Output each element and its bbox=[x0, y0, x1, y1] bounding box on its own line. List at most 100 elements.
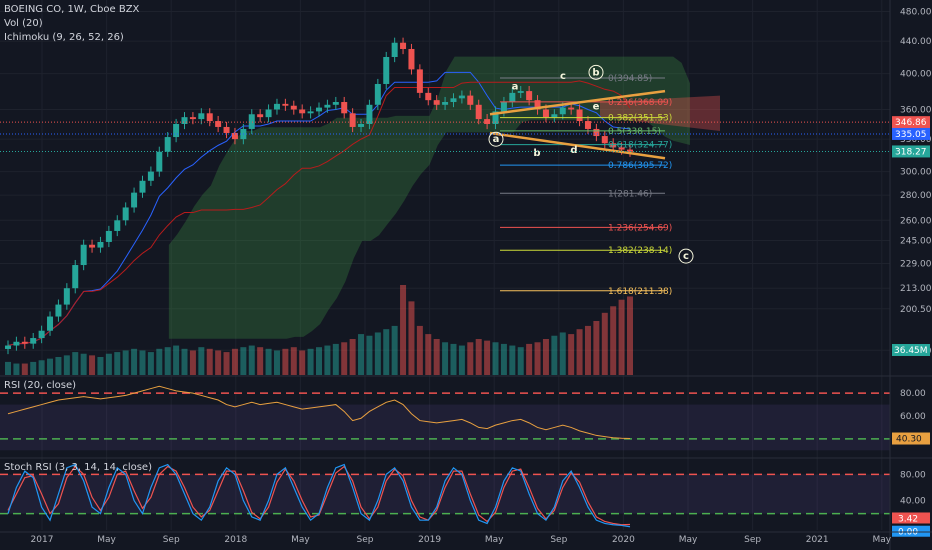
candle-body bbox=[189, 117, 196, 120]
volume-bar bbox=[206, 348, 213, 375]
x-tick-label: May bbox=[291, 535, 310, 545]
price-marker-label: 335.05 bbox=[895, 130, 927, 140]
legend-main: BOEING CO, 1W, Cboe BZX bbox=[4, 4, 139, 15]
wave-circle bbox=[488, 131, 504, 147]
candle-body bbox=[500, 102, 507, 112]
candle-body bbox=[72, 265, 79, 289]
volume-bar bbox=[290, 347, 297, 375]
rsi-current-box bbox=[892, 432, 930, 445]
stoch-tick-label: 80.00 bbox=[900, 470, 926, 480]
volume-bar bbox=[601, 312, 608, 375]
stoch-k-line bbox=[7, 463, 631, 528]
candle-body bbox=[542, 109, 549, 118]
candle-body bbox=[181, 117, 188, 124]
price-tick-label: 300.00 bbox=[900, 168, 932, 178]
fib-levels: 0(394.85) 0.236(368.09) 0.382(351.53) 0.5(3… bbox=[500, 74, 672, 297]
stoch-d-box bbox=[892, 512, 930, 524]
candle-body bbox=[509, 92, 516, 103]
x-tick-label: May bbox=[485, 535, 504, 545]
wave-circle bbox=[678, 248, 694, 264]
x-tick-label: May bbox=[97, 535, 116, 545]
volume-bar bbox=[55, 357, 62, 375]
candle-body bbox=[248, 114, 255, 129]
candle-body bbox=[349, 113, 356, 127]
price-tick-label: 245.00 bbox=[900, 237, 932, 247]
legend-ichimoku-label: Ichimoku (9, 26, 52, 26) bbox=[4, 32, 124, 43]
price-tick-label: 400.00 bbox=[900, 70, 932, 80]
candle-body bbox=[576, 109, 583, 122]
volume-bar bbox=[559, 332, 566, 375]
candle-body bbox=[458, 95, 465, 99]
volume-marker-box bbox=[892, 344, 930, 356]
candle-body bbox=[122, 207, 129, 221]
volume-bar bbox=[38, 360, 45, 375]
candle-body bbox=[442, 102, 449, 105]
wave-label: a bbox=[493, 134, 500, 145]
candle-body bbox=[307, 111, 314, 114]
candle-body bbox=[534, 100, 541, 110]
x-tick-label: 2021 bbox=[806, 535, 829, 545]
volume-bar bbox=[307, 348, 314, 375]
volume-bar bbox=[198, 347, 205, 375]
base-line bbox=[7, 80, 631, 347]
volume-bar bbox=[223, 352, 230, 375]
candle-body bbox=[265, 109, 272, 118]
candles bbox=[5, 37, 633, 355]
volume-bar bbox=[509, 345, 516, 375]
rsi-band bbox=[0, 404, 890, 451]
volume-bar bbox=[215, 350, 222, 375]
volume-bar bbox=[105, 353, 112, 375]
volume-bar bbox=[526, 343, 533, 375]
volume-bar bbox=[475, 339, 482, 375]
volume-bar bbox=[416, 325, 423, 375]
volume-bar bbox=[156, 348, 163, 375]
volume-bar bbox=[425, 334, 432, 375]
candle-body bbox=[425, 92, 432, 101]
volume-bar bbox=[273, 350, 280, 375]
volume-bar bbox=[568, 334, 575, 375]
wave-label: a bbox=[512, 81, 519, 92]
volume-bar bbox=[534, 342, 541, 375]
x-tick-label: May bbox=[679, 535, 698, 545]
volume-bar bbox=[484, 340, 491, 375]
volume-bar bbox=[13, 363, 20, 375]
candle-body bbox=[467, 95, 474, 105]
price-tick-label: 480.00 bbox=[900, 8, 932, 18]
candle-body bbox=[316, 107, 322, 112]
volume-bar bbox=[383, 329, 390, 375]
rsi-tick-label: 60.00 bbox=[900, 412, 926, 422]
candle-body bbox=[105, 230, 112, 242]
fib-label: 0.5(338.15) bbox=[608, 127, 661, 137]
candle-body bbox=[366, 104, 373, 124]
price-tick-label: 440.00 bbox=[900, 37, 932, 47]
x-tick-label: 2020 bbox=[612, 535, 635, 545]
price-marker-box bbox=[892, 116, 930, 129]
legend-stoch-label: Stoch RSI (3, 3, 14, 14, close) bbox=[4, 462, 152, 473]
candle-body bbox=[517, 91, 524, 93]
volume-bar bbox=[551, 335, 558, 375]
x-tick-label: May bbox=[872, 535, 891, 545]
candle-body bbox=[206, 113, 213, 122]
volume-marker-label: 36.45M bbox=[894, 346, 928, 356]
candle-body bbox=[299, 109, 306, 114]
volume-bar bbox=[231, 348, 238, 375]
volume-bar bbox=[332, 343, 339, 375]
volume-bar bbox=[492, 342, 499, 375]
candle-body bbox=[89, 244, 96, 248]
rsi-line bbox=[7, 385, 631, 440]
candle-body bbox=[492, 111, 499, 124]
volume-bar bbox=[467, 342, 474, 375]
candle-body bbox=[408, 48, 415, 70]
volume-bar bbox=[391, 325, 398, 375]
candle-body bbox=[215, 121, 222, 127]
volume-bar bbox=[97, 357, 104, 375]
candle-body bbox=[257, 114, 264, 118]
volume-bar bbox=[63, 355, 70, 375]
candle-body bbox=[80, 244, 87, 266]
price-marker-box bbox=[892, 145, 930, 158]
candle-body bbox=[450, 98, 457, 103]
volume-bar bbox=[618, 299, 625, 375]
legend-vol-label: Vol (20) bbox=[4, 18, 43, 29]
volume-bar bbox=[114, 352, 121, 375]
